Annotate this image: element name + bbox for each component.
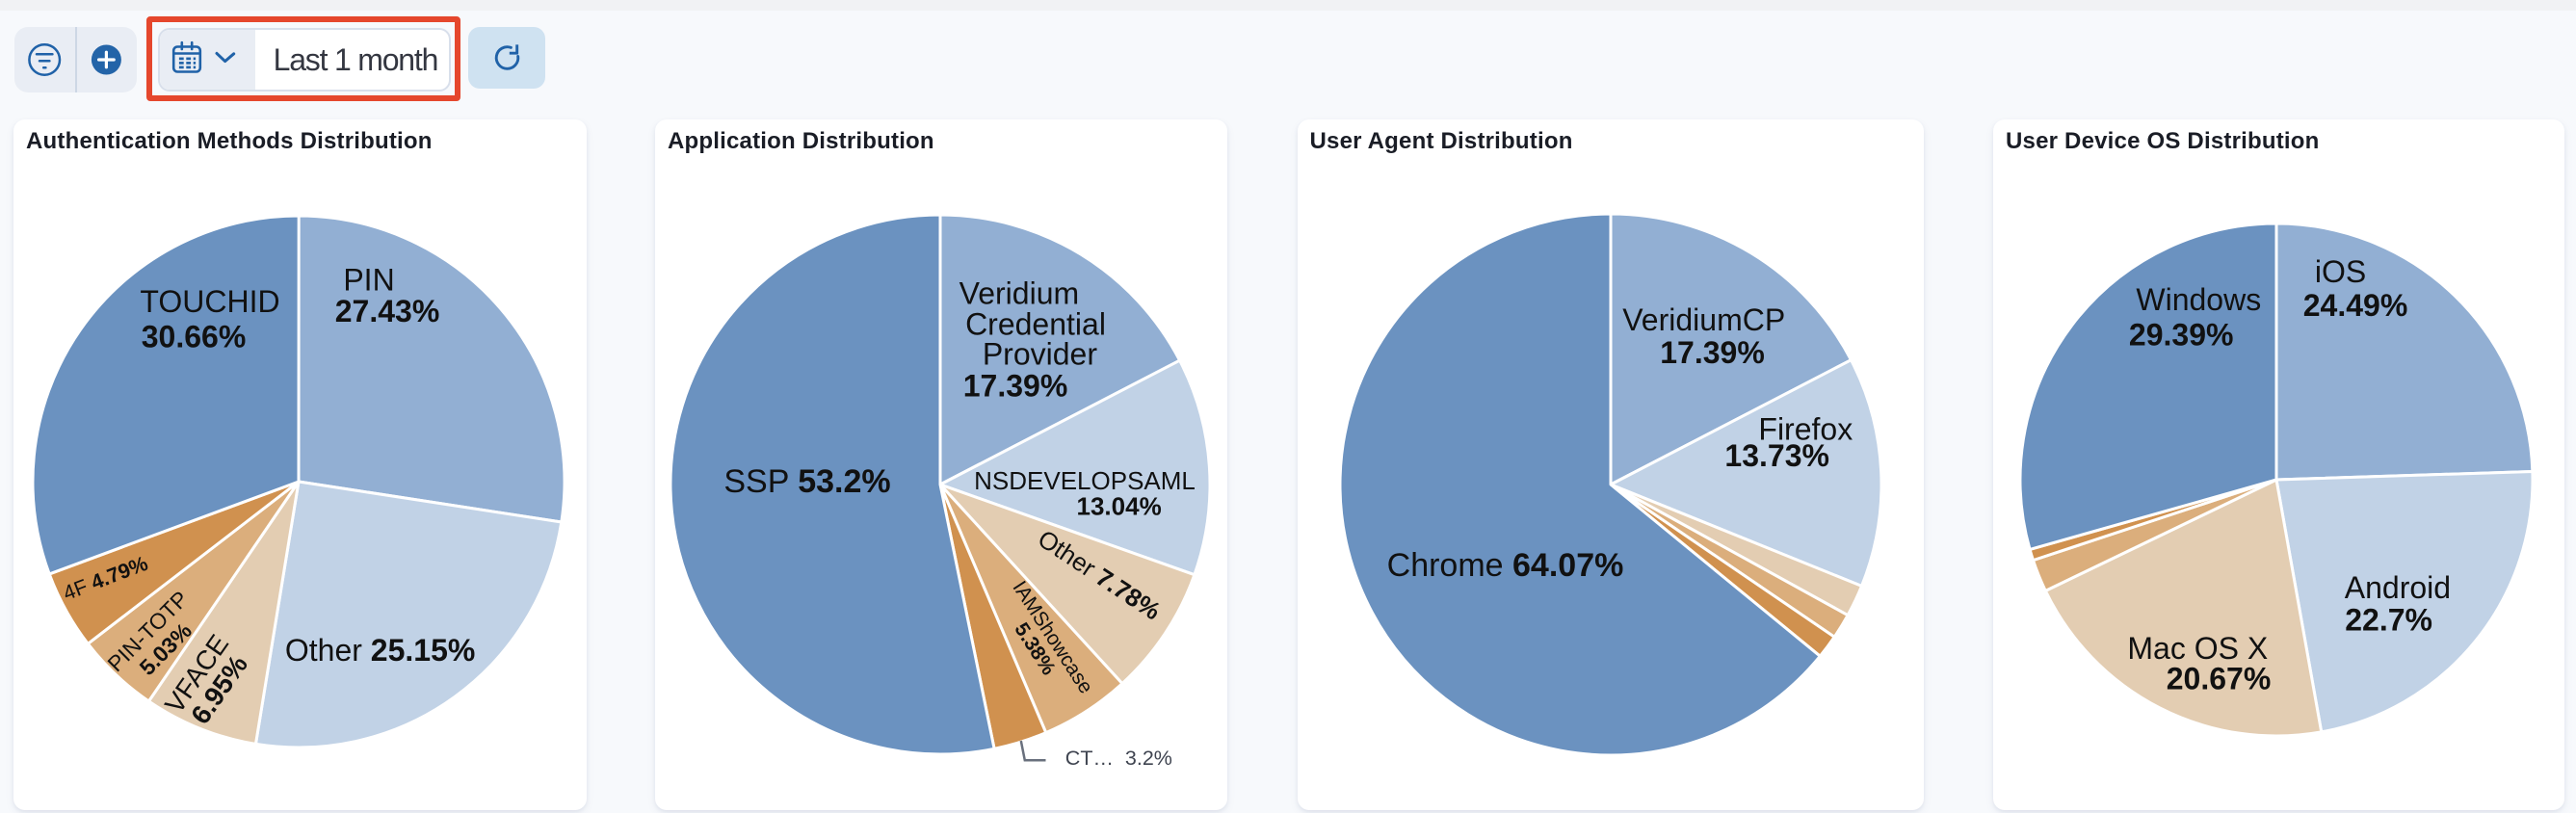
svg-text:29.39%: 29.39% — [2129, 317, 2234, 352]
svg-text:13.04%: 13.04% — [1077, 492, 1162, 521]
svg-text:13.73%: 13.73% — [1724, 438, 1829, 473]
svg-text:Provider: Provider — [983, 337, 1098, 372]
svg-text:VeridiumCP: VeridiumCP — [1622, 302, 1785, 337]
svg-text:PIN: PIN — [343, 262, 394, 297]
svg-text:17.39%: 17.39% — [963, 369, 1068, 404]
svg-text:20.67%: 20.67% — [2167, 662, 2272, 696]
svg-text:Other 25.15%: Other 25.15% — [285, 633, 475, 668]
svg-text:22.7%: 22.7% — [2345, 603, 2432, 638]
svg-text:Windows: Windows — [2136, 282, 2261, 317]
svg-text:24.49%: 24.49% — [2303, 288, 2408, 323]
svg-text:Firefox: Firefox — [1758, 412, 1853, 447]
svg-text:TOUCHID: TOUCHID — [140, 284, 279, 319]
svg-text:iOS: iOS — [2315, 254, 2366, 289]
svg-text:Veridium: Veridium — [959, 275, 1080, 310]
svg-text:17.39%: 17.39% — [1660, 335, 1765, 370]
svg-text:Android: Android — [2345, 570, 2451, 605]
svg-text:SSP 53.2%: SSP 53.2% — [723, 463, 890, 500]
svg-text:30.66%: 30.66% — [142, 320, 247, 354]
svg-text:CT… 3.2%: CT… 3.2% — [1065, 747, 1172, 770]
svg-text:Chrome 64.07%: Chrome 64.07% — [1387, 547, 1624, 584]
svg-text:Credential: Credential — [965, 307, 1106, 342]
svg-text:Mac OS X: Mac OS X — [2127, 631, 2268, 666]
svg-text:27.43%: 27.43% — [335, 294, 440, 328]
svg-text:NSDEVELOPSAML: NSDEVELOPSAML — [974, 466, 1196, 495]
